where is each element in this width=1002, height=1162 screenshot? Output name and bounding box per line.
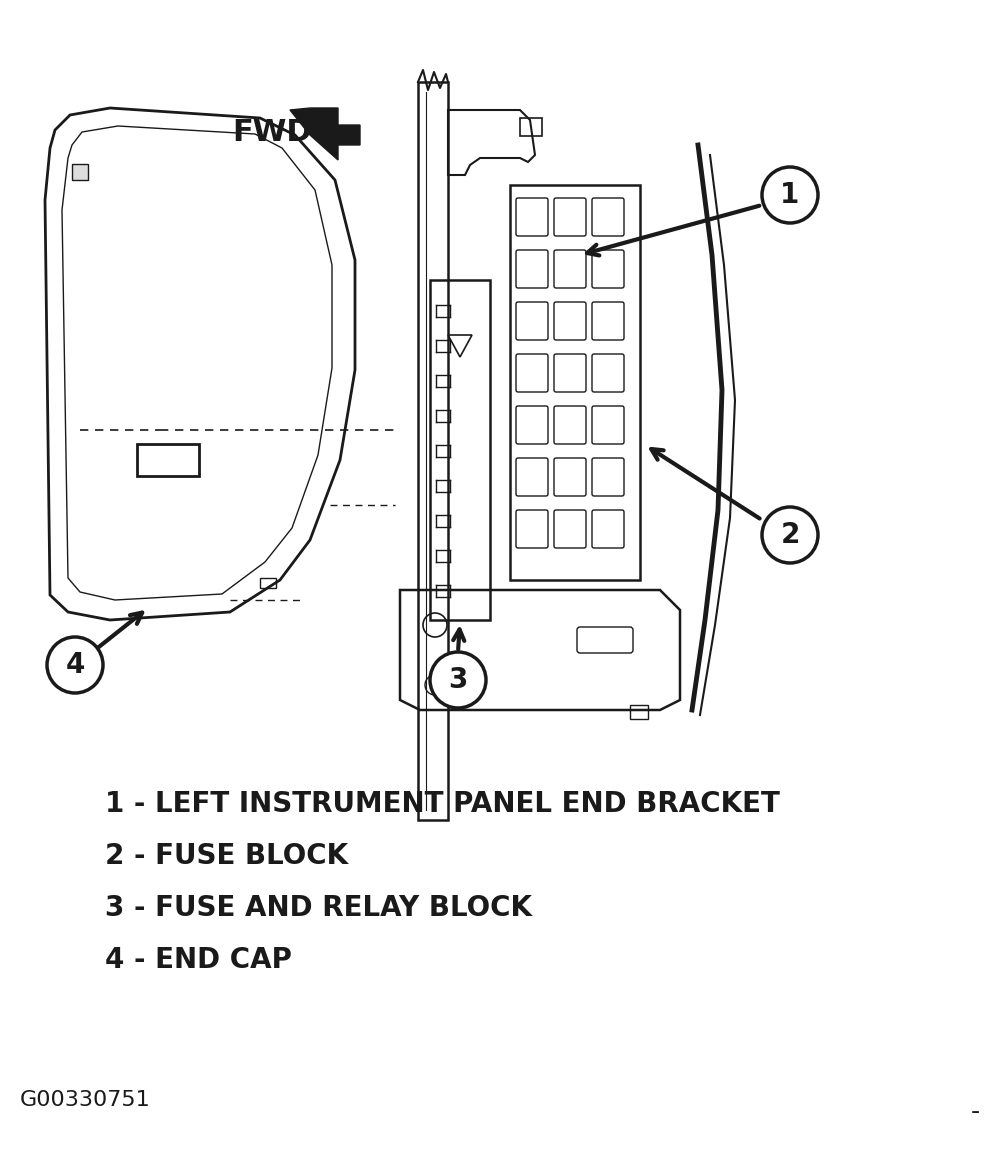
Bar xyxy=(520,119,542,136)
Text: G00330751: G00330751 xyxy=(20,1090,150,1110)
Bar xyxy=(72,164,88,180)
Bar xyxy=(430,280,490,621)
Text: FWD: FWD xyxy=(232,117,312,146)
Text: -: - xyxy=(971,1100,980,1124)
Text: 1: 1 xyxy=(781,181,800,209)
Text: 1 - LEFT INSTRUMENT PANEL END BRACKET: 1 - LEFT INSTRUMENT PANEL END BRACKET xyxy=(105,790,780,818)
Text: 2: 2 xyxy=(781,521,800,548)
Circle shape xyxy=(430,652,486,708)
Bar xyxy=(630,705,648,719)
Bar xyxy=(510,185,640,580)
Text: 2 - FUSE BLOCK: 2 - FUSE BLOCK xyxy=(105,842,348,870)
Polygon shape xyxy=(290,108,360,160)
Bar xyxy=(418,83,448,820)
Text: 3 - FUSE AND RELAY BLOCK: 3 - FUSE AND RELAY BLOCK xyxy=(105,894,532,921)
Text: 4 - END CAP: 4 - END CAP xyxy=(105,946,292,974)
Circle shape xyxy=(47,637,103,693)
Text: 4: 4 xyxy=(65,651,85,679)
Bar xyxy=(260,578,276,588)
Text: 3: 3 xyxy=(448,666,468,694)
Circle shape xyxy=(762,167,818,223)
Circle shape xyxy=(762,507,818,564)
